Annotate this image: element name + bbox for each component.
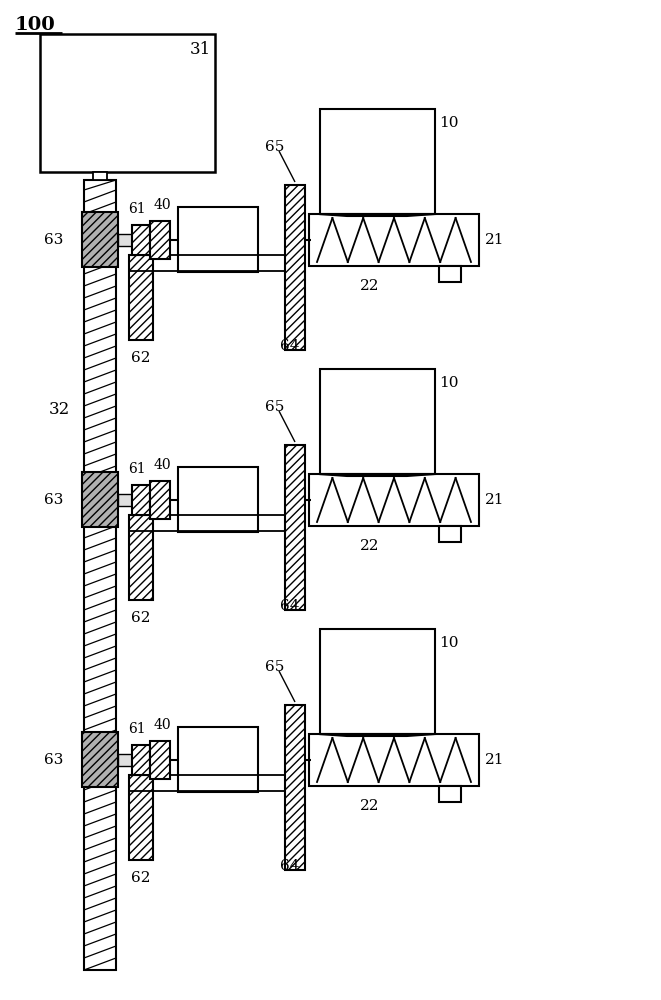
Bar: [132, 225, 150, 255]
Text: 40: 40: [154, 198, 172, 212]
Bar: [319, 629, 434, 734]
Polygon shape: [319, 214, 434, 216]
Bar: [82, 732, 118, 787]
Text: 62: 62: [131, 611, 151, 625]
Text: 22: 22: [360, 279, 379, 293]
Text: 10: 10: [440, 116, 459, 130]
Text: 64: 64: [280, 859, 299, 873]
Bar: [132, 745, 150, 775]
Text: 10: 10: [440, 376, 459, 390]
Text: 31: 31: [190, 41, 212, 58]
Text: 62: 62: [131, 871, 151, 885]
Bar: [40, 34, 215, 172]
Bar: [309, 214, 479, 266]
Text: 64: 64: [280, 339, 299, 353]
Bar: [150, 481, 170, 519]
Bar: [82, 472, 118, 527]
Bar: [118, 234, 132, 246]
Bar: [150, 221, 170, 259]
Text: 63: 63: [44, 493, 63, 507]
Bar: [319, 109, 434, 214]
Text: 40: 40: [154, 718, 172, 732]
Bar: [178, 467, 258, 532]
Bar: [319, 369, 434, 474]
Text: 65: 65: [265, 140, 284, 154]
Bar: [439, 266, 461, 282]
Bar: [439, 526, 461, 542]
Bar: [439, 786, 461, 802]
Bar: [132, 485, 150, 515]
Text: 61: 61: [128, 462, 145, 476]
Bar: [285, 185, 305, 350]
Text: 22: 22: [360, 539, 379, 553]
Text: 61: 61: [128, 202, 145, 216]
Text: 63: 63: [44, 753, 63, 767]
Polygon shape: [319, 734, 434, 736]
Text: 21: 21: [485, 493, 504, 507]
Bar: [285, 445, 305, 610]
Bar: [178, 727, 258, 792]
Bar: [118, 754, 132, 766]
Polygon shape: [319, 474, 434, 476]
Bar: [82, 212, 118, 267]
Bar: [129, 775, 153, 860]
Text: 22: 22: [360, 799, 379, 813]
Text: 65: 65: [265, 400, 284, 414]
Text: 10: 10: [440, 636, 459, 650]
Text: 32: 32: [49, 401, 70, 418]
Text: 100: 100: [15, 16, 56, 34]
Text: 64: 64: [280, 599, 299, 613]
Bar: [84, 180, 116, 970]
Text: 63: 63: [44, 233, 63, 247]
Bar: [178, 207, 258, 272]
Bar: [150, 741, 170, 779]
Text: 65: 65: [265, 660, 284, 674]
Text: 61: 61: [128, 722, 145, 736]
Bar: [309, 474, 479, 526]
Bar: [129, 255, 153, 340]
Bar: [118, 494, 132, 506]
Text: 21: 21: [485, 233, 504, 247]
Text: 40: 40: [154, 458, 172, 472]
Text: 21: 21: [485, 753, 504, 767]
Text: 62: 62: [131, 351, 151, 365]
Bar: [309, 734, 479, 786]
Bar: [129, 515, 153, 600]
Bar: [93, 172, 107, 180]
Bar: [285, 705, 305, 870]
